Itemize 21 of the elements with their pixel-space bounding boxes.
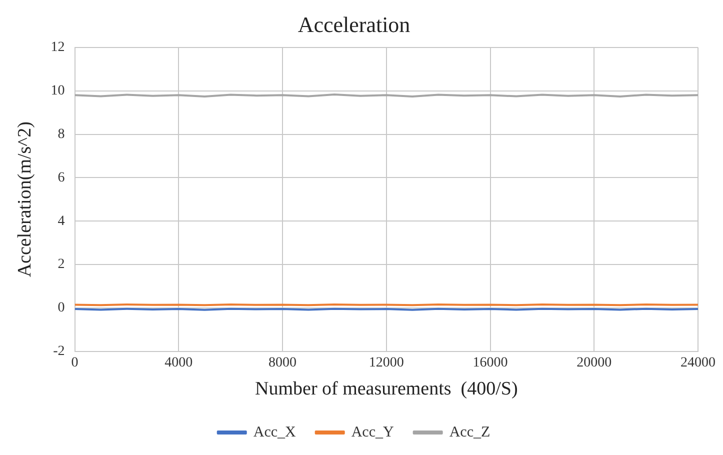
chart-title: Acceleration — [298, 12, 410, 37]
x-tick-label: 0 — [71, 355, 78, 370]
x-tick-label: 20000 — [576, 355, 612, 370]
y-tick-label: 12 — [50, 40, 65, 56]
x-tick-label: 8000 — [268, 355, 297, 370]
x-tick-label: 12000 — [368, 355, 404, 370]
y-tick-label: 10 — [50, 84, 65, 98]
x-axis-title: Number of measurements (400/S) — [255, 378, 518, 400]
legend-label: Acc_X — [253, 424, 296, 440]
x-tick-label: 24000 — [680, 355, 716, 370]
y-tick-label: 4 — [58, 214, 65, 229]
y-tick-label: 8 — [58, 126, 65, 142]
y-tick-label: -2 — [53, 344, 65, 360]
legend-label: Acc_Z — [449, 424, 490, 440]
x-tick-label: 16000 — [472, 355, 508, 370]
y-tick-label: 0 — [58, 300, 65, 316]
x-tick-label: 4000 — [164, 355, 193, 370]
y-tick-label: 6 — [58, 170, 65, 186]
legend-label: Acc_Y — [351, 424, 394, 440]
y-axis-title: Acceleration(m/s^2) — [14, 122, 36, 278]
y-tick-label: 2 — [58, 257, 65, 272]
